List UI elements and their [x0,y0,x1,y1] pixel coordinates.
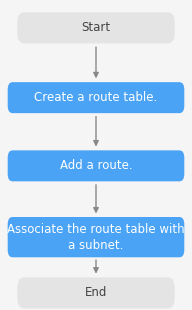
FancyBboxPatch shape [8,82,184,113]
Text: Start: Start [81,21,111,34]
Text: Create a route table.: Create a route table. [34,91,158,104]
FancyBboxPatch shape [8,217,184,257]
Text: End: End [85,286,107,299]
FancyBboxPatch shape [17,277,175,308]
FancyBboxPatch shape [17,12,175,43]
Text: Add a route.: Add a route. [60,159,132,172]
FancyBboxPatch shape [8,150,184,181]
Text: Associate the route table with
a subnet.: Associate the route table with a subnet. [7,223,185,252]
